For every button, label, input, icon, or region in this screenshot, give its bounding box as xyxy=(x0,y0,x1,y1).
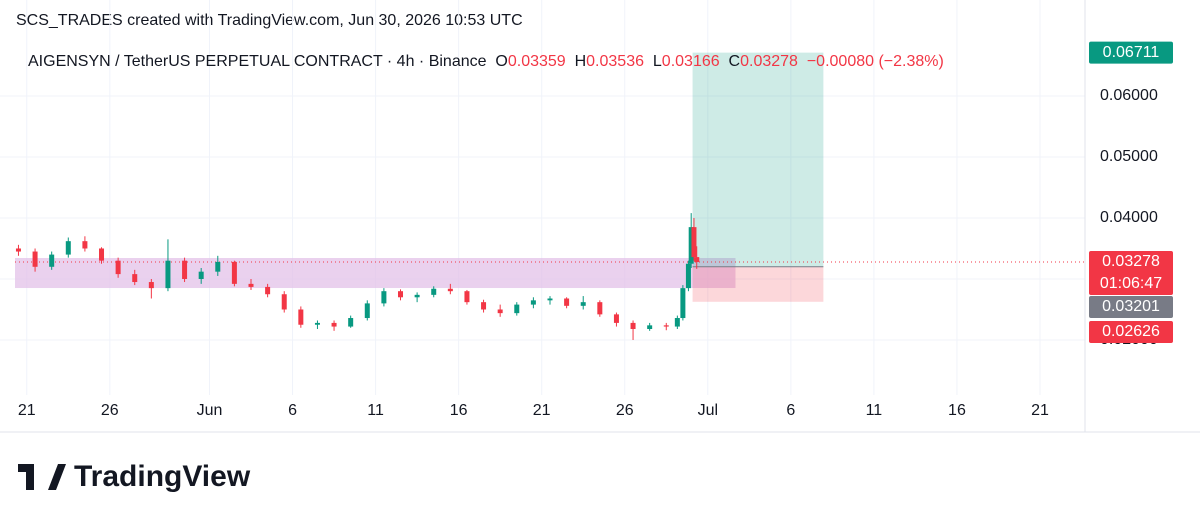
ohlc-value: 0.03536 xyxy=(586,53,644,70)
x-tick-label: 6 xyxy=(288,402,297,419)
watermark: SCS_TRADES created with TradingView.com,… xyxy=(16,12,523,29)
candle-body xyxy=(265,286,271,295)
brand: TradingView xyxy=(74,460,251,493)
target-zone xyxy=(692,52,824,267)
candle-body xyxy=(680,288,686,319)
candle-body xyxy=(182,260,188,279)
y-tick-label: 0.06000 xyxy=(1100,87,1158,104)
entry-badge xyxy=(1089,296,1173,319)
x-tick-label: Jun xyxy=(197,402,223,419)
x-tick-label: 26 xyxy=(101,402,119,419)
x-tick-label: Jul xyxy=(698,402,718,419)
candle-body xyxy=(314,322,320,325)
logo xyxy=(18,464,66,490)
badge-label: 0.02626 xyxy=(1102,323,1160,340)
x-tick-label: 21 xyxy=(1031,402,1049,419)
candle-body xyxy=(49,254,55,267)
candle-body xyxy=(364,303,370,319)
candle-body xyxy=(132,274,138,283)
ohlc-value: 0.03278 xyxy=(740,53,798,70)
ohlc-label: O xyxy=(495,53,508,70)
candle-body xyxy=(431,288,437,295)
symbol: AIGENSYN / TetherUS PERPETUAL CONTRACT ·… xyxy=(28,53,487,70)
candle-body xyxy=(447,288,453,292)
candle-body xyxy=(248,283,254,287)
candle-body xyxy=(481,302,487,310)
candle-body xyxy=(198,271,204,279)
x-tick-label: 16 xyxy=(450,402,468,419)
x-tick-label: 11 xyxy=(367,402,384,419)
candle-body xyxy=(580,302,586,306)
y-tick-label: 0.05000 xyxy=(1100,148,1158,165)
candle-body xyxy=(414,294,420,298)
x-tick-label: 6 xyxy=(786,402,795,419)
footer: TradingView xyxy=(18,460,250,494)
badge-label: 0.03201 xyxy=(1102,298,1160,315)
candle-body xyxy=(331,322,337,327)
candle-body xyxy=(15,248,21,252)
candle-body xyxy=(530,300,536,305)
candle-body xyxy=(281,294,287,310)
candle-body xyxy=(398,291,404,298)
ohlc-value: 0.03166 xyxy=(661,53,720,70)
candle-body xyxy=(613,314,619,323)
y-tick-label: 0.04000 xyxy=(1100,209,1158,226)
candle-body xyxy=(547,298,553,301)
candle-body xyxy=(647,325,653,330)
candle-body xyxy=(514,304,520,314)
countdown: 01:06:47 xyxy=(1100,275,1162,292)
stop-badge xyxy=(1089,321,1173,344)
candle-body xyxy=(691,227,697,258)
candle-body xyxy=(688,227,694,264)
change: −0.00080 (−2.38%) xyxy=(806,53,944,70)
candle-body xyxy=(99,248,105,261)
candle-body xyxy=(165,260,171,289)
candle-body xyxy=(82,241,88,249)
ohlc-label: H xyxy=(574,53,587,70)
candle-body xyxy=(65,241,71,255)
candle-body xyxy=(597,302,603,315)
target-badge xyxy=(1089,41,1173,64)
candle-body xyxy=(148,282,154,289)
ohlc-label: L xyxy=(652,53,662,70)
candle-body xyxy=(694,257,700,263)
candle-body xyxy=(497,309,503,314)
candle-body xyxy=(115,260,121,275)
legend-header: AIGENSYN / TetherUS PERPETUAL CONTRACT ·… xyxy=(28,53,944,71)
candle-body xyxy=(348,318,354,327)
candle-body xyxy=(464,291,470,303)
last-price-badge xyxy=(1089,251,1173,296)
candle-body xyxy=(381,291,387,304)
badge-label: 0.03278 xyxy=(1102,253,1160,270)
x-tick-label: 21 xyxy=(533,402,551,419)
candle-body xyxy=(674,318,680,327)
candle-body xyxy=(663,325,669,327)
candle-body xyxy=(231,261,237,284)
candle-body xyxy=(630,322,636,330)
x-tick-label: 21 xyxy=(18,402,36,419)
stop-zone xyxy=(692,266,824,302)
badge-label: 0.06711 xyxy=(1103,44,1160,61)
ohlc-value: 0.03359 xyxy=(507,53,566,70)
candle-body xyxy=(215,261,221,272)
ohlc-label: C xyxy=(728,53,741,70)
candle-body xyxy=(564,298,570,306)
candle-body xyxy=(298,309,304,325)
candle-body xyxy=(685,263,691,289)
x-tick-label: 26 xyxy=(616,402,634,419)
candle-body xyxy=(32,251,38,267)
x-tick-label: 16 xyxy=(948,402,966,419)
x-tick-label: 11 xyxy=(866,402,883,419)
chart: 2126Jun611162126Jul61116210.020000.03000… xyxy=(0,0,1200,433)
